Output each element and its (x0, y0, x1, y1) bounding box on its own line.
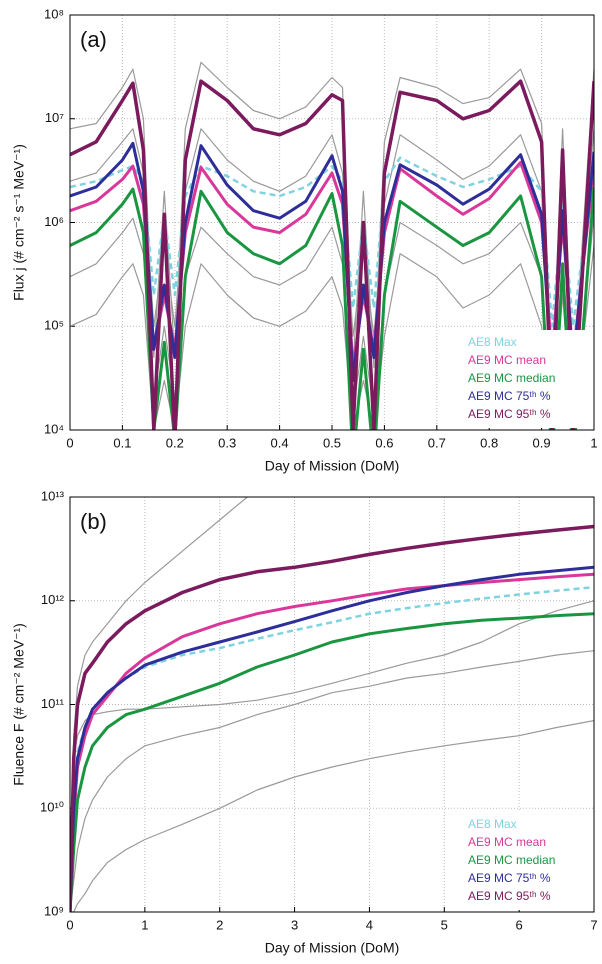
member-line (70, 497, 249, 912)
series-line (70, 141, 594, 382)
x-tick-label: 0 (66, 435, 73, 450)
plot-frame (69, 14, 595, 431)
x-axis-label: Day of Mission (DoM) (265, 458, 400, 474)
x-tick-label: 0.1 (113, 435, 131, 450)
y-tick-label: 10¹⁰ (40, 800, 64, 815)
x-tick-label: 6 (516, 917, 523, 932)
legend-entry: AE9 MC median (468, 853, 555, 867)
x-tick-label: 2 (216, 917, 223, 932)
x-tick-label: 0.5 (323, 435, 341, 450)
series-group (70, 497, 594, 912)
legend-box (462, 812, 592, 910)
y-tick-label: 10⁷ (45, 110, 64, 125)
panel: 0 1 2 3 4 5 6 7 10⁹ 10¹⁰ 10¹¹ 10¹² 10¹³ (b) Day of Mis… (11, 488, 598, 956)
x-tick-label: 0.8 (480, 435, 498, 450)
x-tick-label: 0.2 (166, 435, 184, 450)
y-axis-label: Flux j (# cm⁻² s⁻¹ MeV⁻¹) (11, 144, 27, 301)
x-tick-label: 4 (366, 917, 373, 932)
member-line (70, 720, 594, 912)
y-axis-label: Fluence F (# cm⁻² MeV⁻¹) (11, 623, 27, 786)
series-group (70, 61, 594, 430)
legend-entry: AE9 MC median (468, 371, 555, 385)
x-tick-label: 3 (291, 917, 298, 932)
panel-title: (b) (80, 509, 107, 534)
legend-entry: AE9 MC mean (468, 835, 546, 849)
series-line (70, 612, 594, 912)
y-tick-label: 10⁵ (44, 318, 64, 333)
y-tick-label: 10¹¹ (41, 696, 65, 711)
x-axis-label: Day of Mission (DoM) (265, 940, 400, 956)
x-tick-label: 0.3 (218, 435, 236, 450)
series-line (70, 585, 594, 912)
legend: AE8 Max AE9 MC mean AE9 MC median AE9 MC 75… (462, 812, 592, 910)
legend-entry: AE8 Max (468, 335, 517, 349)
legend-entry: AE9 MC 95ᵗʰ % (468, 407, 551, 421)
x-tick-label: 0.6 (375, 435, 393, 450)
x-tick-label: 1 (141, 917, 148, 932)
x-tick-label: 5 (441, 917, 448, 932)
y-tick-label: 10⁹ (44, 903, 64, 918)
y-tick-label: 10¹² (41, 592, 65, 607)
panel-title: (a) (80, 27, 107, 52)
x-tick-label: 0.7 (428, 435, 446, 450)
legend-entry: AE9 MC 75ᵗʰ % (468, 871, 551, 885)
legend-box (462, 330, 592, 428)
x-tick-label: 0.9 (533, 435, 551, 450)
legend: AE8 Max AE9 MC mean AE9 MC median AE9 MC 75… (462, 330, 592, 428)
plot-frame (69, 496, 595, 913)
panel: 0 0.1 0.2 0.3 0.4 0.5 0.6 0.7 0.8 0.9 1 10⁴ 10⁵ 10⁶ 10… (11, 6, 598, 473)
y-tick-label: 10¹³ (41, 488, 65, 503)
y-tick-label: 10⁴ (44, 421, 64, 436)
legend-entry: AE9 MC 75ᵗʰ % (468, 389, 551, 403)
x-tick-label: 7 (590, 917, 597, 932)
series-line (70, 565, 594, 912)
y-tick-label: 10⁸ (44, 6, 64, 21)
legend-entry: AE9 MC 95ᵗʰ % (468, 889, 551, 903)
legend-entry: AE9 MC mean (468, 353, 546, 367)
series-line (70, 524, 594, 912)
x-tick-label: 0.4 (271, 435, 289, 450)
series-line (70, 79, 594, 430)
x-tick-label: 0 (66, 917, 73, 932)
y-tick-label: 10⁶ (44, 214, 64, 229)
series-line (70, 572, 594, 912)
member-line (70, 650, 594, 912)
x-tick-label: 1 (590, 435, 597, 450)
legend-entry: AE8 Max (468, 817, 517, 831)
member-line (70, 600, 594, 912)
